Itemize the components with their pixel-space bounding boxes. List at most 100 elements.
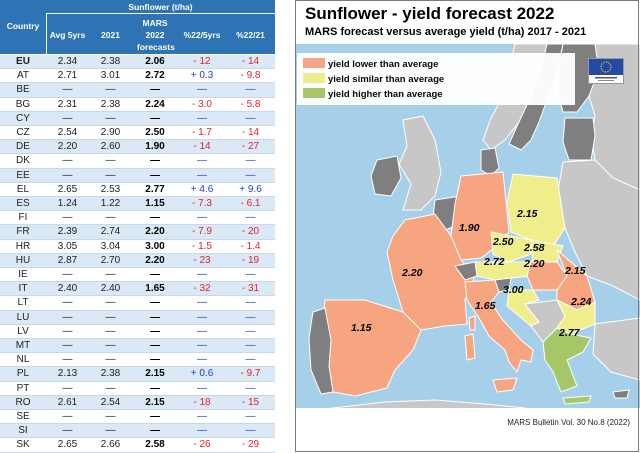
cell-mars-2022: 2.20 <box>145 226 165 238</box>
region-czechia <box>490 231 532 263</box>
yield-table: Sunflower (t/ha) Country Avg 5yrs 2021 M… <box>0 0 275 453</box>
cell-country: LT <box>17 297 29 309</box>
cell-pct-21: — <box>245 425 256 437</box>
cell-avg-5yrs: — <box>62 325 73 337</box>
table-row: HU 2.87 2.70 2.20 - 23 - 19 <box>0 253 275 268</box>
table-country-header: Country <box>6 21 40 31</box>
map-value-it: 1.65 <box>475 300 496 312</box>
cell-2021: 3.04 <box>100 240 121 252</box>
cell-mars-2022: 2.50 <box>145 127 165 138</box>
map-value-es: 1.15 <box>351 322 372 334</box>
cell-avg-5yrs: 2.39 <box>57 226 78 238</box>
map-legend: yield lower than average yield similar t… <box>297 53 575 105</box>
region-greece <box>542 327 592 393</box>
cell-country: ES <box>16 198 30 209</box>
cell-pct-21: - 27 <box>241 141 260 153</box>
table-row: LU — — — — — <box>0 310 275 325</box>
table-row: FR 2.39 2.74 2.20 - 7.9 - 20 <box>0 225 275 240</box>
cell-country: HR <box>15 240 31 252</box>
cell-avg-5yrs: 2.31 <box>57 98 78 110</box>
cell-2021: 2.54 <box>100 396 121 408</box>
cell-country: HU <box>15 254 31 266</box>
cell-avg-5yrs: — <box>62 112 73 124</box>
region-corsica <box>468 315 476 331</box>
cell-pct-5yrs: — <box>197 297 207 309</box>
cell-pct-5yrs: - 12 <box>193 56 211 67</box>
table-row: HR 3.05 3.04 3.00 - 1.5 - 1.4 <box>0 240 275 254</box>
cell-mars-2022: 3.00 <box>145 240 165 252</box>
cell-pct-21: - 9.8 <box>240 70 261 82</box>
map-title-box <box>295 0 640 44</box>
col-header-avg: Avg 5yrs <box>49 30 86 40</box>
cell-2021: — <box>105 84 116 96</box>
eu-flag-logo <box>588 58 624 84</box>
table-row: LT — — — — — <box>0 296 275 311</box>
cell-pct-21: - 5.8 <box>240 98 261 110</box>
cell-country: PT <box>16 382 30 394</box>
cell-pct-5yrs: — <box>197 155 207 167</box>
cell-country: EU <box>16 56 30 67</box>
cell-avg-5yrs: 2.54 <box>57 127 78 138</box>
cell-pct-5yrs: — <box>197 340 207 351</box>
cell-pct-21: - 6.1 <box>240 198 261 209</box>
table-row: BE — — — — — <box>0 83 275 98</box>
cell-avg-5yrs: — <box>62 311 73 323</box>
cell-pct-5yrs: - 26 <box>193 439 211 451</box>
cell-avg-5yrs: 2.40 <box>57 283 78 295</box>
cell-mars-2022: 2.77 <box>145 183 165 195</box>
cell-pct-21: - 19 <box>241 254 260 266</box>
legend-label-lower: yield lower than average <box>328 59 439 70</box>
cell-2021: 2.38 <box>100 98 121 110</box>
col-header-pct-21: %22/21 <box>236 30 265 40</box>
cell-mars-2022: 2.15 <box>145 368 165 380</box>
cell-2021: — <box>105 425 116 437</box>
cell-mars-2022: 2.20 <box>145 254 165 266</box>
map-footer: MARS Bulletin Vol. 30 No.8 (2022) <box>507 418 630 427</box>
cell-avg-5yrs: 2.87 <box>57 254 78 266</box>
table-row: RO 2.61 2.54 2.15 - 18 - 15 <box>0 395 275 410</box>
cell-pct-21: — <box>245 297 256 309</box>
cell-avg-5yrs: 3.05 <box>57 240 78 252</box>
cell-avg-5yrs: 2.61 <box>57 396 78 408</box>
table-row: SK 2.65 2.66 2.58 - 26 - 29 <box>0 438 275 453</box>
cell-mars-2022: 1.15 <box>145 198 165 209</box>
cell-2021: — <box>105 340 116 351</box>
cell-country: EL <box>16 183 30 195</box>
cell-pct-5yrs: - 18 <box>193 396 211 408</box>
map-value-ro: 2.15 <box>565 265 586 277</box>
cell-avg-5yrs: 2.13 <box>57 368 78 380</box>
table-column-header-bar <box>0 13 275 54</box>
region-turkey <box>592 317 640 381</box>
cell-2021: 2.74 <box>100 226 121 238</box>
cell-2021: 2.53 <box>100 183 121 195</box>
cell-2021: 2.60 <box>100 141 121 153</box>
cell-pct-5yrs: — <box>197 84 207 96</box>
cell-2021: 2.90 <box>100 127 121 138</box>
cell-pct-5yrs: — <box>197 169 207 181</box>
cell-pct-5yrs: + 0.3 <box>190 70 214 82</box>
cell-pct-21: - 29 <box>241 439 260 451</box>
cell-mars-2022: — <box>150 84 160 96</box>
table-row: CZ 2.54 2.90 2.50 - 1.7 - 14 <box>0 126 275 141</box>
region-switzerland <box>454 261 478 281</box>
cell-avg-5yrs: — <box>62 155 73 167</box>
cell-pct-21: — <box>245 311 256 323</box>
cell-mars-2022: — <box>150 212 160 224</box>
table-row: FI — — — — — <box>0 211 275 226</box>
region-crete <box>562 395 592 405</box>
cell-pct-21: - 9.7 <box>240 368 261 380</box>
map-title: Sunflower - yield forecast 2022 <box>305 4 555 23</box>
cell-pct-21: — <box>245 382 256 394</box>
cell-mars-2022: 2.72 <box>145 70 165 82</box>
table-row: EL 2.65 2.53 2.77 + 4.6 + 9.6 <box>0 183 275 197</box>
cell-pct-5yrs: — <box>197 325 207 337</box>
cell-pct-5yrs: - 3.0 <box>191 98 212 110</box>
cell-avg-5yrs: — <box>62 382 73 394</box>
cell-pct-21: + 9.6 <box>239 183 262 195</box>
table-row: EU 2.34 2.38 2.06 - 12 - 14 <box>0 55 275 70</box>
header-divider <box>46 13 275 14</box>
cell-country: CZ <box>16 127 30 138</box>
cell-pct-5yrs: — <box>197 311 207 323</box>
cell-2021: — <box>105 382 116 394</box>
cell-country: RO <box>15 396 31 408</box>
